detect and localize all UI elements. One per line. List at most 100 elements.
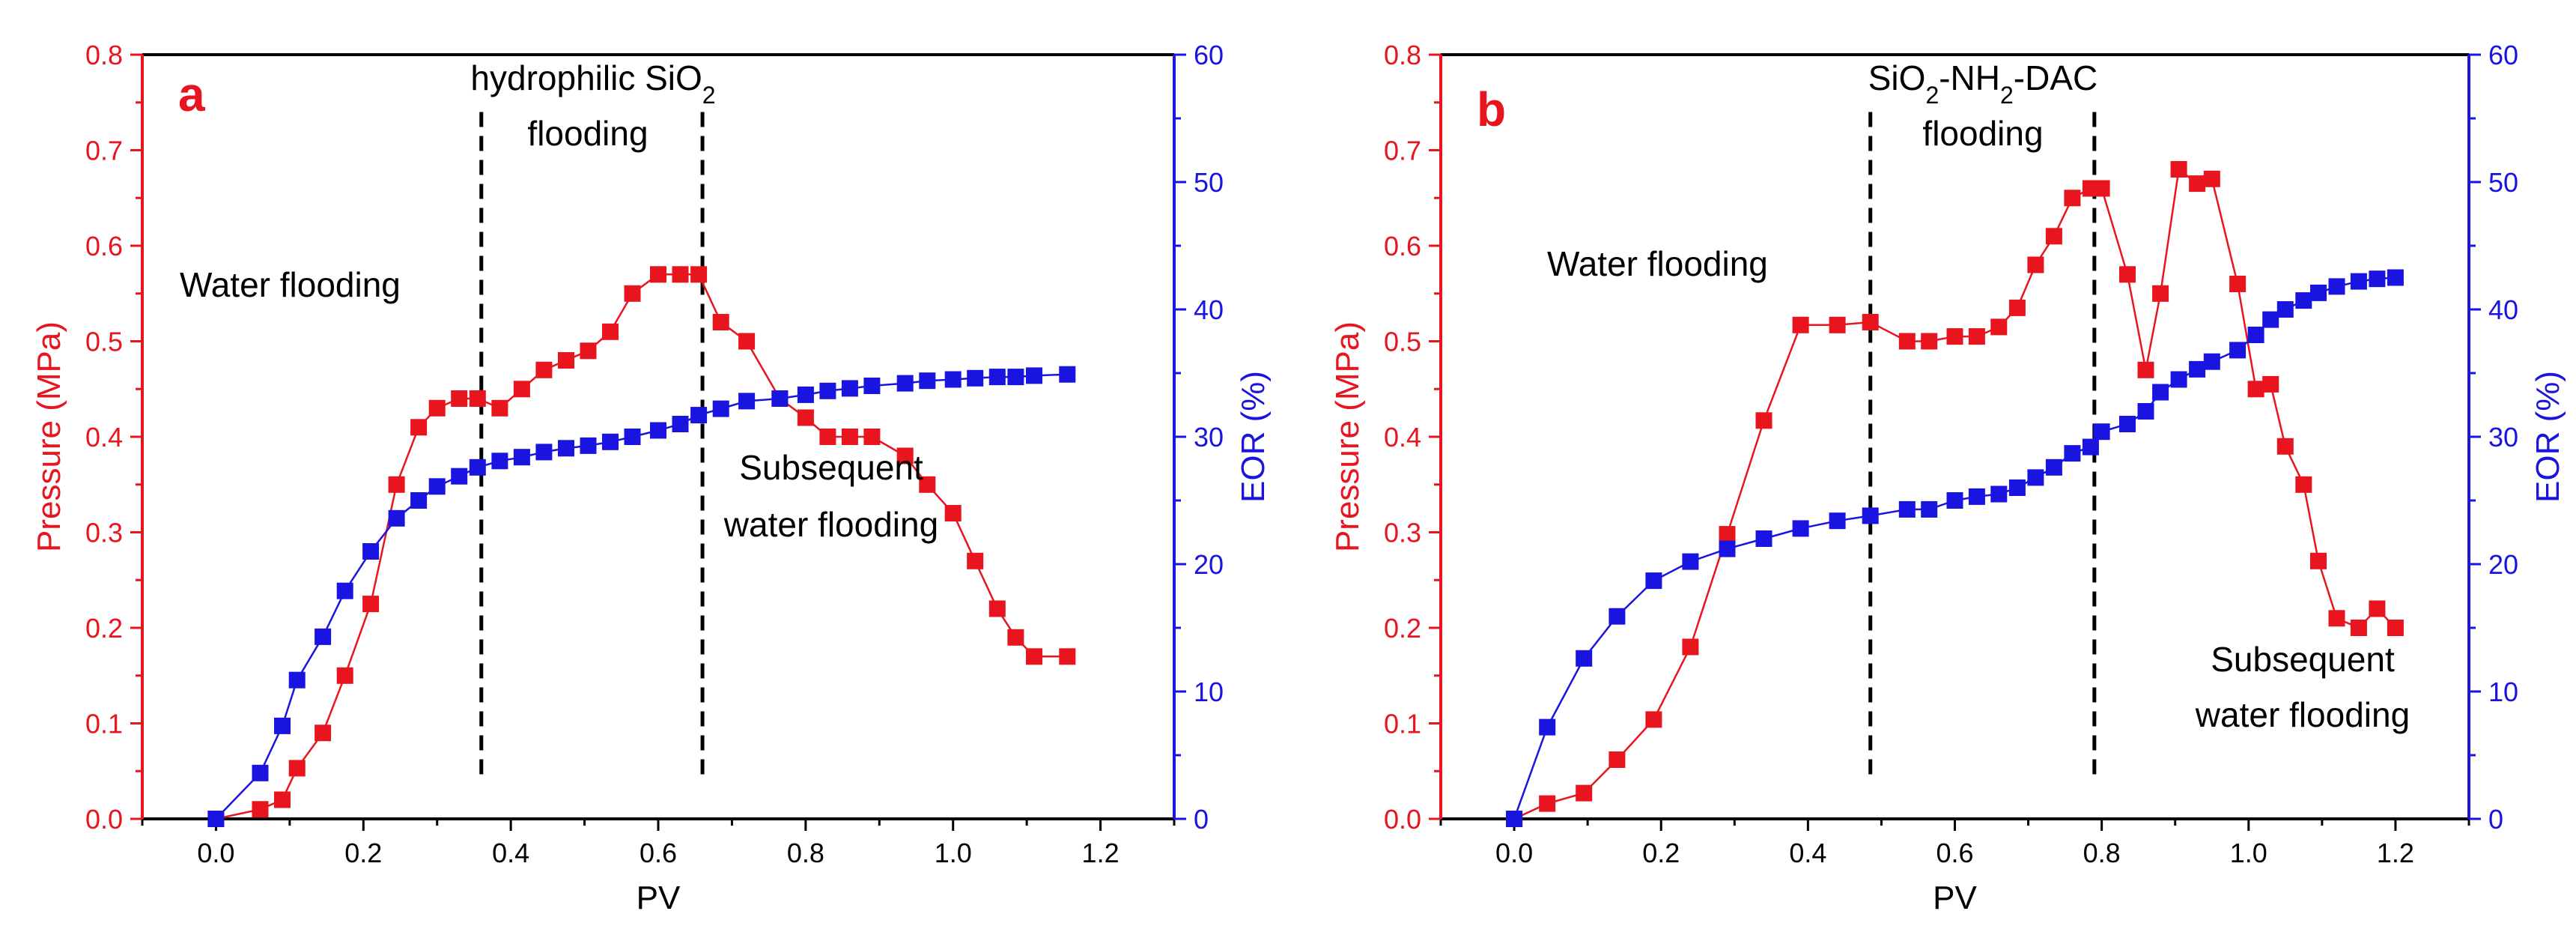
eor-data-point-a — [558, 440, 574, 457]
pressure-data-point-b — [1946, 328, 1963, 345]
eor-data-point-b — [1576, 650, 1593, 667]
stage-nanofluid-suffix-b: -NH — [1939, 58, 2000, 97]
pressure-data-point-b — [2350, 620, 2367, 636]
eor-data-point-a — [712, 400, 729, 417]
eor-data-point-b — [2369, 270, 2386, 288]
eor-data-point-a — [336, 582, 353, 599]
y-right-tick-label-a: 30 — [1194, 422, 1224, 453]
eor-data-point-a — [738, 393, 756, 410]
y-right-tick-label-a: 60 — [1194, 40, 1224, 70]
pressure-data-point-a — [513, 381, 530, 398]
x-tick-label-a: 1.2 — [1082, 838, 1120, 868]
y-right-axis-label-b: EOR (%) — [2530, 371, 2566, 503]
pressure-data-point-a — [944, 505, 962, 521]
pressure-data-point-a — [1026, 648, 1042, 665]
eor-data-point-b — [2262, 311, 2279, 328]
pressure-data-point-a — [967, 552, 984, 569]
stage-nanofluid-text-a: hydrophilic SiO — [470, 58, 702, 97]
y-right-tick-label-a: 20 — [1194, 549, 1224, 580]
pressure-data-point-a — [252, 801, 269, 818]
pressure-data-point-b — [2295, 476, 2312, 493]
pressure-data-point-b — [2152, 285, 2169, 302]
eor-data-point-b — [1792, 520, 1809, 537]
y-left-tick-label-b: 0.4 — [1384, 422, 1421, 453]
x-tick-label-b: 0.2 — [1642, 838, 1680, 868]
pressure-data-point-a — [650, 266, 666, 283]
eor-data-point-a — [428, 478, 446, 495]
y-right-tick-label-b: 20 — [2488, 549, 2518, 580]
y-left-tick-label-b: 0.2 — [1384, 613, 1421, 644]
pressure-data-point-b — [2387, 620, 2404, 636]
x-tick-label-a: 0.4 — [492, 838, 529, 868]
pressure-data-point-a — [797, 409, 814, 426]
eor-data-point-a — [388, 509, 405, 527]
stage-nanofluid-flooding-label-a: hydrophilic SiO2 — [470, 58, 715, 109]
eor-data-point-b — [2203, 353, 2220, 370]
eor-data-point-a — [690, 407, 708, 424]
eor-data-point-a — [797, 386, 814, 403]
eor-data-point-a — [672, 416, 689, 432]
eor-data-point-b — [1719, 540, 1736, 557]
pressure-data-point-a — [1059, 648, 1076, 665]
eor-data-point-a — [1059, 366, 1076, 383]
eor-data-point-b — [2045, 459, 2062, 476]
y-left-tick-label-b: 0.0 — [1384, 804, 1421, 835]
pressure-data-point-a — [919, 476, 936, 493]
pressure-data-point-b — [2328, 610, 2345, 627]
y-right-tick-label-a: 50 — [1194, 167, 1224, 198]
eor-data-point-b — [2229, 342, 2247, 359]
pressure-data-point-a — [712, 314, 729, 330]
y-left-tick-label-a: 0.6 — [85, 231, 123, 261]
eor-data-point-b — [2119, 416, 2136, 432]
y-right-tick-label-a: 0 — [1194, 804, 1209, 835]
pressure-data-point-b — [2310, 552, 2327, 569]
eor-data-point-b — [2310, 284, 2327, 301]
eor-data-point-a — [252, 764, 269, 781]
x-tick-label-b: 0.0 — [1495, 838, 1533, 868]
x-tick-label-b: 1.2 — [2377, 838, 2414, 868]
eor-data-point-b — [2064, 445, 2081, 462]
stage-subsequent-label-line1-b: Subsequent — [2211, 640, 2395, 679]
y-left-tick-label-a: 0.0 — [85, 804, 123, 835]
eor-data-point-b — [2152, 384, 2169, 401]
eor-data-point-a — [1026, 367, 1042, 384]
pressure-data-point-b — [1719, 526, 1736, 543]
pressure-series-line-a — [216, 273, 1068, 820]
stage-nanofluid-flooding-line2-a: flooding — [527, 114, 648, 153]
stage-nanofluid-flooding-line2-b: flooding — [1922, 114, 2043, 153]
pressure-data-point-b — [2189, 175, 2206, 193]
eor-data-point-a — [535, 444, 553, 461]
eor-data-point-a — [771, 390, 789, 407]
pressure-data-point-a — [580, 342, 597, 360]
y-right-tick-label-b: 60 — [2488, 40, 2518, 70]
pressure-data-point-a — [336, 667, 353, 684]
pressure-data-point-b — [2064, 190, 2081, 207]
eor-data-point-b — [2247, 327, 2264, 343]
chart-panel-b: 0.0 0.2 0.4 0.6 0.8 1.0 1.2 0.0 0.1 0.2 0.3 0.4 0.5 0… — [1329, 40, 2566, 916]
y-left-tick-label-b: 0.1 — [1384, 709, 1421, 739]
pressure-data-point-a — [841, 429, 858, 445]
pressure-data-point-a — [535, 361, 553, 378]
stage-nanofluid-subscript2-b: 2 — [2000, 82, 2014, 109]
pressure-data-point-b — [2247, 381, 2264, 398]
y-left-tick-label-a: 0.3 — [85, 518, 123, 548]
pressure-data-point-b — [1609, 751, 1626, 768]
eor-data-point-b — [1682, 553, 1699, 570]
eor-data-point-a — [988, 369, 1006, 386]
x-tick-label-a: 0.8 — [787, 838, 824, 868]
y-left-tick-label-a: 0.7 — [85, 136, 123, 166]
pressure-data-point-b — [2137, 361, 2154, 378]
stage-subsequent-label-line2-a: water flooding — [723, 505, 938, 544]
eor-data-point-b — [2387, 269, 2404, 286]
y-left-tick-label-a: 0.2 — [85, 613, 123, 644]
eor-data-point-a — [919, 372, 936, 390]
pressure-data-point-b — [2229, 276, 2247, 292]
stage-nanofluid-suffix2-b: -DAC — [2014, 58, 2097, 97]
stage-water-flooding-label-a: Water flooding — [180, 265, 401, 304]
eor-data-point-b — [1921, 500, 1938, 518]
eor-data-point-b — [2189, 360, 2206, 378]
pressure-data-point-a — [388, 476, 405, 493]
eor-data-point-a — [451, 467, 468, 485]
eor-series-line-b — [1513, 276, 2396, 820]
